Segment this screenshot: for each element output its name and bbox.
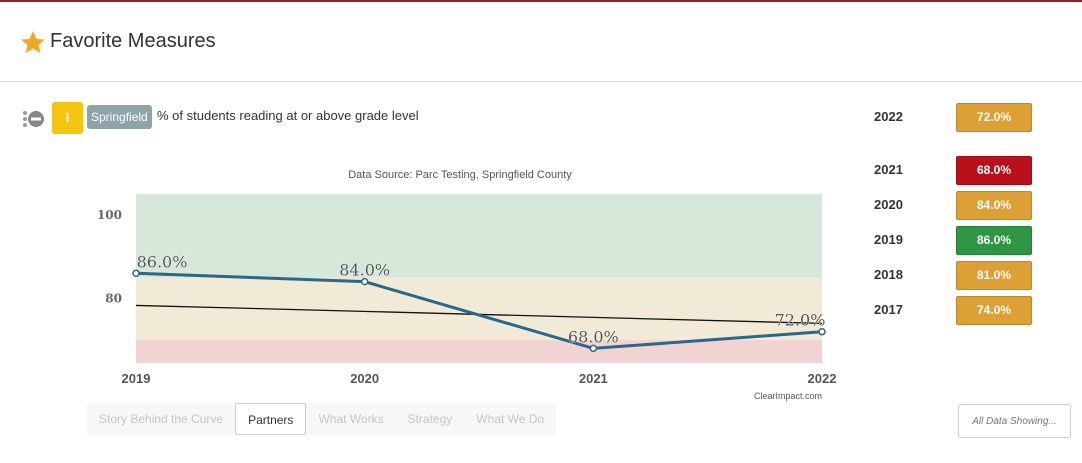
history-year: 2017 — [874, 302, 903, 317]
tab[interactable]: What We Do — [476, 412, 545, 426]
band — [136, 194, 822, 278]
measure-badge: I — [52, 102, 83, 134]
x-tick-label: 2021 — [579, 371, 608, 386]
history-value: 74.0% — [956, 296, 1032, 325]
history-year: 2018 — [874, 267, 903, 282]
data-point — [360, 277, 369, 286]
tab[interactable]: Strategy — [407, 412, 453, 426]
history-year: 2021 — [874, 162, 903, 177]
history-value: 81.0% — [956, 261, 1032, 290]
page-title: Favorite Measures — [50, 30, 216, 52]
band — [136, 340, 822, 363]
measure-tag[interactable]: Springfield — [87, 105, 152, 129]
history-value: 68.0% — [956, 156, 1032, 185]
tab[interactable]: What Works — [318, 412, 384, 426]
chart-credit: ClearImpact.com — [754, 391, 822, 401]
tab-bar: Story Behind the Curve Partners What Works… — [87, 403, 557, 435]
history-year: 2020 — [874, 197, 903, 212]
list-icon[interactable] — [23, 111, 44, 127]
all-data-button[interactable]: All Data Showing... — [958, 404, 1071, 438]
data-point — [132, 269, 140, 278]
measure-label[interactable]: % of students reading at or above grade … — [157, 108, 419, 123]
tab[interactable]: Partners — [235, 403, 307, 435]
data-point — [818, 327, 826, 336]
history-value: 72.0% — [956, 103, 1032, 132]
data-label: 72.0% — [775, 311, 826, 330]
data-point — [589, 344, 598, 353]
x-tick-label: 2020 — [350, 371, 379, 386]
divider — [0, 81, 1082, 82]
y-tick-label: 100 — [97, 208, 122, 222]
tab[interactable]: Story Behind the Curve — [99, 412, 224, 426]
y-tick-label: 80 — [105, 291, 122, 305]
chart-subtitle: Data Source: Parc Testing, Springfield C… — [348, 169, 572, 181]
x-tick-label: 2022 — [808, 371, 837, 386]
history-year: 2022 — [874, 109, 903, 124]
data-label: 84.0% — [339, 261, 390, 280]
data-label: 68.0% — [568, 327, 619, 346]
history-year: 2019 — [874, 232, 903, 247]
star-icon — [21, 31, 45, 53]
data-label: 86.0% — [137, 252, 188, 271]
history-value: 86.0% — [956, 226, 1032, 255]
history-value: 84.0% — [956, 191, 1032, 220]
data-line — [135, 271, 823, 350]
x-tick-label: 2019 — [122, 371, 151, 386]
